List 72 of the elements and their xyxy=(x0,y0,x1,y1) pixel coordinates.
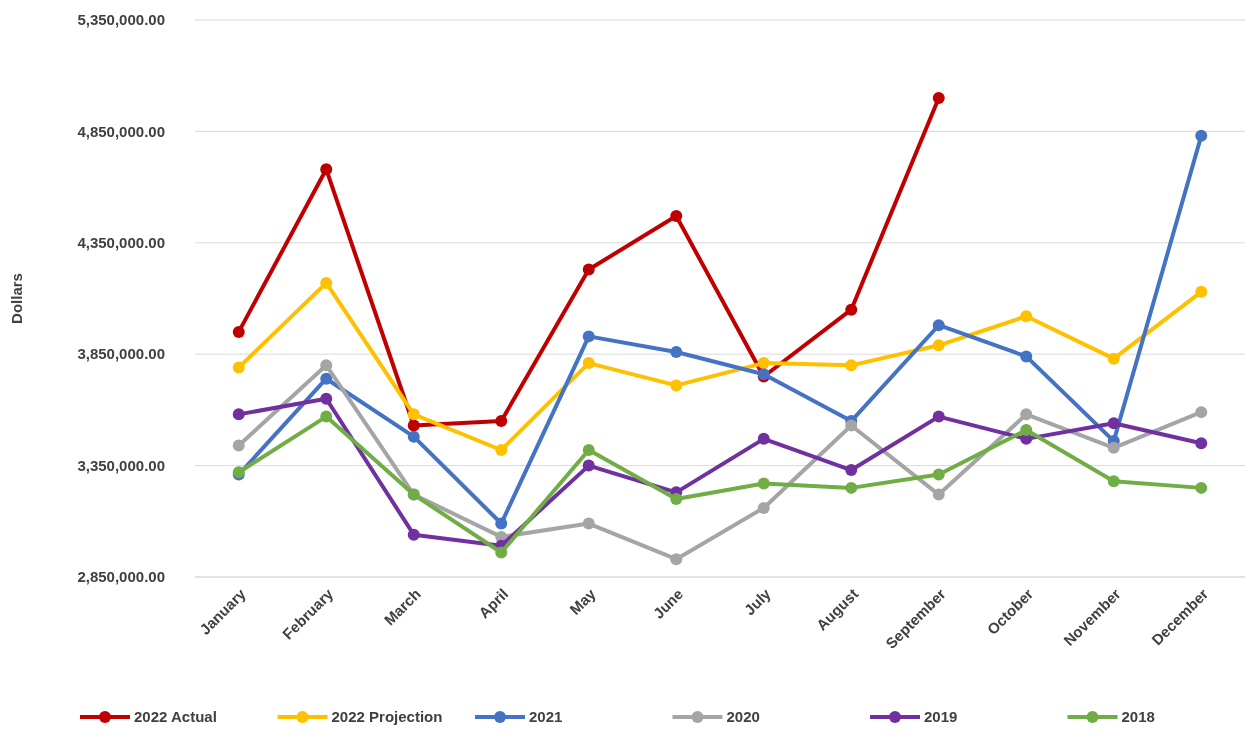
point xyxy=(1107,352,1120,365)
y-tick-label: 5,350,000.00 xyxy=(77,11,165,29)
point xyxy=(757,432,770,445)
point xyxy=(320,163,333,176)
point xyxy=(320,410,333,423)
x-tick-label: May xyxy=(566,584,600,618)
point xyxy=(670,553,683,566)
point xyxy=(582,459,595,472)
point xyxy=(1195,129,1208,142)
y-tick-label: 4,850,000.00 xyxy=(77,122,165,140)
y-tick-label: 2,850,000.00 xyxy=(77,568,165,586)
point xyxy=(1020,408,1033,421)
point xyxy=(1107,441,1120,454)
point xyxy=(582,517,595,530)
point xyxy=(582,357,595,370)
point xyxy=(407,408,420,421)
point xyxy=(757,357,770,370)
y-axis-title: Dollars xyxy=(8,273,25,324)
point xyxy=(407,430,420,443)
legend-label: 2018 xyxy=(1121,708,1155,725)
point xyxy=(1020,423,1033,436)
point xyxy=(932,468,945,481)
point xyxy=(232,439,245,452)
point xyxy=(932,91,945,104)
point xyxy=(407,528,420,541)
point xyxy=(845,359,858,372)
point xyxy=(670,210,683,223)
point xyxy=(1107,475,1120,488)
point xyxy=(932,488,945,501)
point xyxy=(757,501,770,514)
point xyxy=(932,410,945,423)
point xyxy=(757,477,770,490)
legend-label: 2019 xyxy=(924,708,958,725)
x-tick-label: July xyxy=(740,584,775,619)
point xyxy=(845,419,858,432)
point xyxy=(495,415,508,428)
point xyxy=(582,330,595,343)
point xyxy=(582,444,595,456)
point xyxy=(1020,350,1033,363)
point xyxy=(1195,285,1208,298)
point xyxy=(932,319,945,332)
point xyxy=(1195,406,1208,419)
legend-label: 2022 Actual xyxy=(134,708,217,725)
point xyxy=(495,546,508,559)
point xyxy=(232,361,245,374)
point xyxy=(845,481,858,494)
legend-label: 2022 Projection xyxy=(331,708,443,725)
y-tick-label: 3,350,000.00 xyxy=(77,456,165,474)
y-tick-label: 4,350,000.00 xyxy=(77,234,165,252)
point xyxy=(845,303,858,316)
point xyxy=(670,345,683,358)
legend-label: 2021 xyxy=(529,708,563,725)
point xyxy=(232,325,245,338)
point xyxy=(407,419,420,432)
point xyxy=(1195,437,1208,450)
y-tick-label: 3,850,000.00 xyxy=(77,345,165,363)
point xyxy=(1195,481,1208,494)
point xyxy=(495,444,508,456)
point xyxy=(320,392,333,405)
point xyxy=(320,276,333,289)
point xyxy=(320,359,333,372)
point xyxy=(670,379,683,392)
point xyxy=(320,372,333,385)
point xyxy=(1020,310,1033,323)
point xyxy=(495,517,508,530)
point xyxy=(670,493,683,506)
point xyxy=(932,339,945,352)
legend-label: 2020 xyxy=(726,708,760,725)
point xyxy=(232,408,245,421)
point xyxy=(582,263,595,276)
point xyxy=(845,464,858,477)
point xyxy=(1107,417,1120,430)
